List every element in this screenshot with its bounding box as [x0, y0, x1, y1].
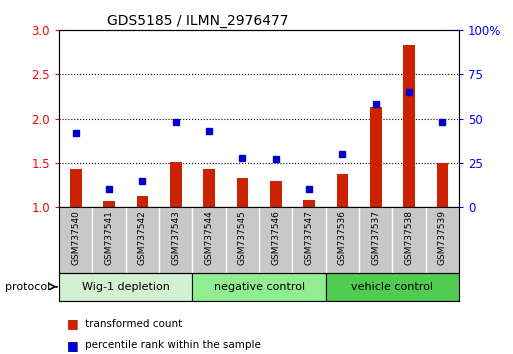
Text: GSM737542: GSM737542 — [138, 210, 147, 265]
Text: GDS5185 / ILMN_2976477: GDS5185 / ILMN_2976477 — [107, 14, 288, 28]
Bar — [70, 169, 82, 207]
Text: GSM737541: GSM737541 — [105, 210, 113, 265]
Bar — [136, 196, 148, 207]
Bar — [103, 201, 115, 207]
Bar — [170, 162, 182, 207]
Text: transformed count: transformed count — [85, 319, 182, 329]
Bar — [192, 273, 326, 301]
Bar — [303, 200, 315, 207]
Text: GSM737536: GSM737536 — [338, 210, 347, 266]
Bar — [203, 169, 215, 207]
Text: GSM737540: GSM737540 — [71, 210, 80, 265]
Bar — [326, 273, 459, 301]
Text: ■: ■ — [67, 339, 78, 352]
Bar — [236, 178, 248, 207]
Text: negative control: negative control — [213, 282, 305, 292]
Text: GSM737546: GSM737546 — [271, 210, 280, 265]
Text: GSM737547: GSM737547 — [305, 210, 313, 265]
Bar — [370, 107, 382, 207]
Text: protocol: protocol — [5, 282, 50, 292]
Bar — [59, 273, 192, 301]
Text: GSM737543: GSM737543 — [171, 210, 180, 265]
Text: GSM737539: GSM737539 — [438, 210, 447, 266]
Bar — [437, 163, 448, 207]
Bar — [337, 175, 348, 207]
Text: vehicle control: vehicle control — [351, 282, 433, 292]
Text: Wig-1 depletion: Wig-1 depletion — [82, 282, 170, 292]
Bar — [270, 181, 282, 207]
Text: GSM737544: GSM737544 — [205, 210, 213, 265]
Text: GSM737538: GSM737538 — [405, 210, 413, 266]
Text: GSM737537: GSM737537 — [371, 210, 380, 266]
Text: GSM737545: GSM737545 — [238, 210, 247, 265]
Text: ■: ■ — [67, 318, 78, 330]
Bar — [403, 45, 415, 207]
Text: percentile rank within the sample: percentile rank within the sample — [85, 340, 261, 350]
